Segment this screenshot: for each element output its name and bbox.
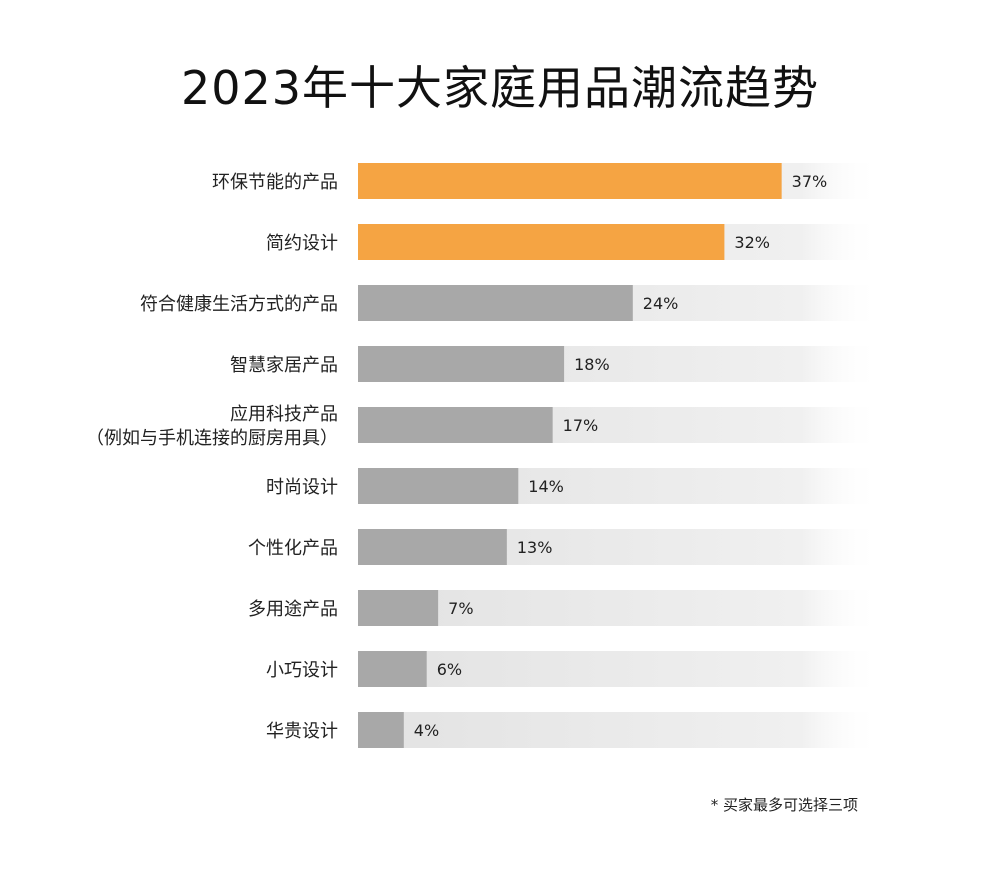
value-label: 7% — [448, 599, 473, 618]
value-label: 17% — [563, 416, 599, 435]
category-label: 环保节能的产品 — [212, 172, 338, 193]
category-label: 简约设计 — [266, 233, 338, 254]
bar — [358, 651, 427, 687]
bar — [358, 163, 782, 199]
bar — [358, 285, 633, 321]
chart-title: 2023年十大家庭用品潮流趋势 — [180, 61, 820, 115]
category-label: 智慧家居产品 — [230, 355, 338, 376]
category-label: 多用途产品 — [248, 599, 338, 620]
value-label: 32% — [734, 233, 770, 252]
category-label: 小巧设计 — [266, 660, 338, 681]
bar — [358, 346, 565, 382]
bar — [358, 712, 404, 748]
bar-track — [358, 651, 880, 687]
footnote: * 买家最多可选择三项 — [710, 796, 858, 814]
bar — [358, 468, 519, 504]
value-label: 4% — [414, 721, 439, 740]
value-label: 13% — [517, 538, 553, 557]
category-label: 时尚设计 — [266, 477, 338, 498]
category-label: 个性化产品 — [248, 538, 338, 559]
value-label: 37% — [792, 172, 828, 191]
value-label: 6% — [437, 660, 462, 679]
category-label: 华贵设计 — [266, 721, 338, 742]
bar — [358, 407, 553, 443]
bar-track — [358, 712, 880, 748]
value-label: 14% — [528, 477, 564, 496]
category-label: 符合健康生活方式的产品 — [140, 294, 338, 315]
bar — [358, 590, 439, 626]
bar — [358, 529, 507, 565]
bar-track — [358, 590, 880, 626]
value-label: 24% — [643, 294, 679, 313]
value-label: 18% — [574, 355, 610, 374]
category-label: 应用科技产品 — [230, 404, 338, 425]
category-label: （例如与手机连接的厨房用具） — [86, 428, 338, 449]
bar — [358, 224, 725, 260]
